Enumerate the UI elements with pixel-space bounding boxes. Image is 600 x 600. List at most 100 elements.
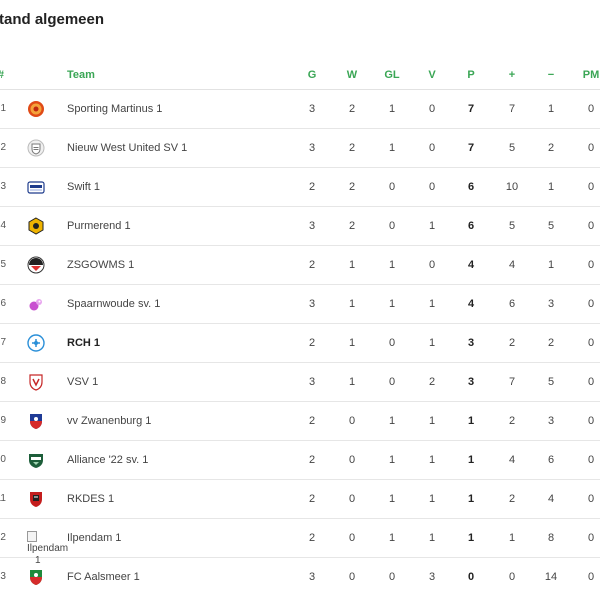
table-row[interactable]: 9 vv Zwanenburg 1 2 0 1 1 1 2 3 0 [0, 402, 600, 441]
goals-against-value: 5 [547, 220, 555, 232]
table-row[interactable]: 1 Sporting Martinus 1 3 2 1 0 7 7 1 0 [0, 90, 600, 129]
points-value: 1 [467, 532, 475, 544]
header-penalty-points[interactable]: PM [582, 69, 600, 81]
position-number: 11 [0, 493, 6, 504]
team-name-link[interactable]: Swift 1 [67, 181, 101, 193]
team-name-link[interactable]: ZSGOWMS 1 [67, 259, 135, 271]
table-row[interactable]: 4 Purmerend 1 3 2 0 1 6 5 5 0 [0, 207, 600, 246]
drawn-count: 1 [388, 142, 396, 154]
team-name-link[interactable]: VSV 1 [67, 376, 99, 388]
played-count: 2 [308, 493, 316, 505]
team-name-link[interactable]: RCH 1 [67, 337, 101, 349]
team-name-link[interactable]: vv Zwanenburg 1 [67, 415, 152, 427]
won-count: 2 [348, 220, 356, 232]
penalty-points-value: 0 [587, 571, 595, 583]
team-name-link[interactable]: RKDES 1 [67, 493, 115, 505]
drawn-count: 1 [388, 493, 396, 505]
played-count: 3 [308, 142, 316, 154]
team-name-link[interactable]: Sporting Martinus 1 [67, 103, 163, 115]
position-number: 7 [0, 337, 6, 348]
table-row[interactable]: 5 ZSGOWMS 1 2 1 1 0 4 4 1 0 [0, 246, 600, 285]
fc-aalsmeer-logo-icon [27, 568, 45, 586]
goals-for-value: 1 [508, 532, 516, 544]
header-goals-for[interactable]: + [508, 69, 516, 81]
table-row[interactable]: 3 Swift 1 2 2 0 0 6 10 1 0 [0, 168, 600, 207]
table-row[interactable]: 13 FC Aalsmeer 1 3 0 0 3 0 0 14 0 [0, 558, 600, 596]
goals-for-value: 5 [508, 220, 516, 232]
goals-for-value: 7 [508, 376, 516, 388]
header-lost[interactable]: V [428, 69, 436, 81]
lost-count: 1 [428, 454, 436, 466]
played-count: 2 [308, 337, 316, 349]
goals-against-value: 2 [547, 142, 555, 154]
position-number: 9 [0, 415, 6, 426]
goals-against-value: 1 [547, 259, 555, 271]
played-count: 2 [308, 532, 316, 544]
points-value: 7 [467, 103, 475, 115]
lost-count: 1 [428, 415, 436, 427]
zsgowms-logo-icon [27, 256, 45, 274]
header-team[interactable]: Team [67, 69, 95, 81]
header-drawn[interactable]: GL [384, 69, 400, 81]
team-name-link[interactable]: FC Aalsmeer 1 [67, 571, 140, 583]
team-name-link[interactable]: Spaarnwoude sv. 1 [67, 298, 161, 310]
won-count: 1 [348, 337, 356, 349]
team-name-link[interactable]: Ilpendam 1 [67, 532, 122, 544]
drawn-count: 1 [388, 103, 396, 115]
drawn-count: 1 [388, 532, 396, 544]
goals-against-value: 4 [547, 493, 555, 505]
penalty-points-value: 0 [587, 493, 595, 505]
position-number: 10 [0, 454, 6, 465]
broken-image-icon [27, 531, 37, 542]
position-number: 4 [0, 220, 6, 231]
penalty-points-value: 0 [587, 415, 595, 427]
goals-for-value: 5 [508, 142, 516, 154]
penalty-points-value: 0 [587, 259, 595, 271]
goals-for-value: 2 [508, 493, 516, 505]
points-value: 1 [467, 415, 475, 427]
played-count: 2 [308, 454, 316, 466]
team-name-link[interactable]: Alliance '22 sv. 1 [67, 454, 149, 466]
header-won[interactable]: W [346, 69, 358, 81]
team-name-link[interactable]: Purmerend 1 [67, 220, 131, 232]
position-number: 5 [0, 259, 6, 270]
drawn-count: 1 [388, 259, 396, 271]
table-row[interactable]: 7 RCH 1 2 1 0 1 3 2 2 0 [0, 324, 600, 363]
team-name-link[interactable]: Nieuw West United SV 1 [67, 142, 188, 154]
points-value: 0 [467, 571, 475, 583]
header-goals-against[interactable]: − [547, 69, 555, 81]
penalty-points-value: 0 [587, 103, 595, 115]
penalty-points-value: 0 [587, 142, 595, 154]
played-count: 2 [308, 415, 316, 427]
lost-count: 1 [428, 220, 436, 232]
won-count: 2 [348, 103, 356, 115]
table-row[interactable]: 8 VSV 1 3 1 0 2 3 7 5 0 [0, 363, 600, 402]
lost-count: 0 [428, 103, 436, 115]
header-position[interactable]: # [0, 61, 4, 89]
table-row[interactable]: 10 Alliance '22 sv. 1 2 0 1 1 1 4 6 0 [0, 441, 600, 480]
header-played[interactable]: G [307, 69, 317, 81]
lost-count: 1 [428, 493, 436, 505]
table-row[interactable]: 6 Spaarnwoude sv. 1 3 1 1 1 4 6 3 0 [0, 285, 600, 324]
page-title: tand algemeen [0, 11, 105, 28]
position-number: 3 [0, 181, 6, 192]
lost-count: 3 [428, 571, 436, 583]
goals-against-value: 5 [547, 376, 555, 388]
played-count: 2 [308, 181, 316, 193]
played-count: 3 [308, 571, 316, 583]
logo-alt-text-line2: 1 [35, 555, 41, 566]
points-value: 1 [467, 454, 475, 466]
header-points[interactable]: P [467, 69, 475, 81]
goals-against-value: 8 [547, 532, 555, 544]
drawn-count: 0 [388, 181, 396, 193]
lost-count: 1 [428, 337, 436, 349]
table-row[interactable]: 2 Nieuw West United SV 1 3 2 1 0 7 5 2 0 [0, 129, 600, 168]
points-value: 7 [467, 142, 475, 154]
position-number: 8 [0, 376, 6, 387]
penalty-points-value: 0 [587, 298, 595, 310]
goals-against-value: 6 [547, 454, 555, 466]
penalty-points-value: 0 [587, 532, 595, 544]
table-header: # Team G W GL V P + − PM [0, 61, 600, 90]
